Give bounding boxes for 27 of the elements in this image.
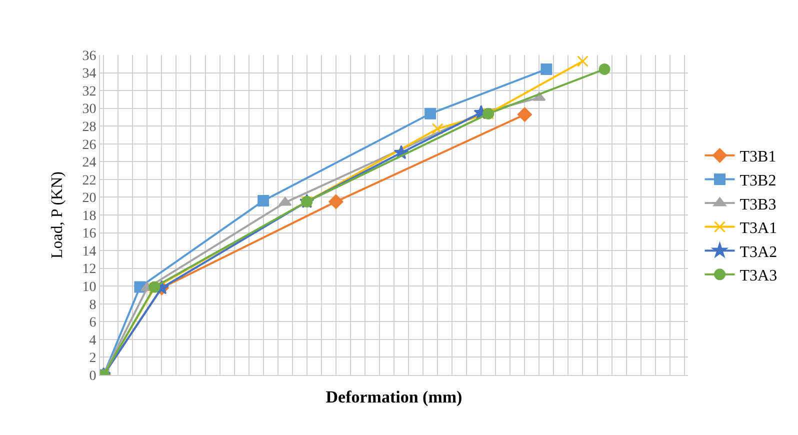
y-tick-label: 26 — [82, 138, 96, 153]
y-tick-label: 22 — [82, 173, 96, 188]
y-axis-title: Load, P (KN) — [49, 172, 66, 258]
y-tick-label: 2 — [89, 351, 96, 366]
legend-label: T3A2 — [740, 244, 778, 261]
y-tick-label: 36 — [82, 48, 96, 64]
y-tick-label: 8 — [89, 298, 96, 313]
y-tick-label: 14 — [82, 244, 96, 260]
x-axis-title: Deformation (mm) — [326, 387, 462, 406]
y-tick-label: 20 — [82, 191, 96, 206]
legend-label: T3A1 — [740, 220, 778, 238]
y-tick-label: 10 — [82, 280, 96, 296]
y-tick-label: 6 — [89, 316, 96, 331]
y-tick-label: 34 — [82, 66, 96, 82]
y-tick-label: 32 — [82, 84, 96, 100]
y-tick-label: 28 — [82, 120, 96, 136]
y-tick-label: 12 — [82, 262, 96, 278]
y-tick-label: 24 — [82, 156, 96, 171]
y-tick-label: 0 — [89, 368, 96, 384]
legend-label: T3B1 — [740, 148, 776, 166]
y-tick-label: 4 — [89, 333, 96, 348]
legend-label: T3B3 — [740, 196, 776, 214]
legend-label: T3A3 — [740, 268, 778, 285]
y-tick-label: 18 — [82, 208, 96, 224]
y-tick-label: 16 — [82, 226, 96, 242]
y-tick-label: 30 — [82, 102, 96, 118]
legend-label: T3B2 — [740, 172, 776, 190]
